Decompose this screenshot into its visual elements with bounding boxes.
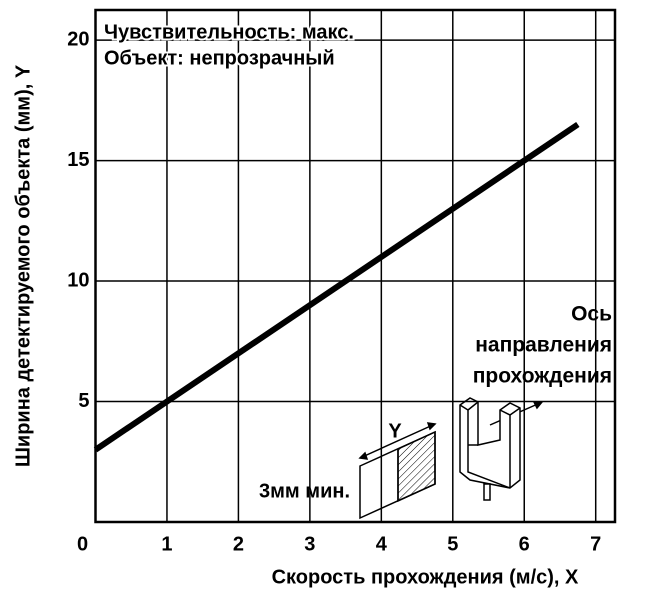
annotation: 3мм мин. [259,480,350,502]
x-tick-label: 7 [590,533,601,555]
annotation: Чувствительность: макс. [104,21,354,43]
x-tick-label: 2 [233,533,244,555]
annotation: Ось [571,303,612,326]
x-tick-label: 5 [447,533,458,555]
inset-diagram [358,397,544,520]
y-axis-label: Ширина детектируемого объекта (мм), Y [12,64,34,467]
y-tick-label: 10 [67,269,89,291]
y-tick-label: 5 [78,390,89,412]
data-line [93,121,580,453]
x-tick-label: 0 [77,533,88,555]
annotation: прохождения [473,365,612,388]
y-tick-label: 20 [67,28,89,50]
plot-frame [94,8,617,524]
annotation: Объект: непрозрачный [104,47,335,69]
x-tick-label: 6 [519,533,530,555]
x-tick-label: 1 [161,533,172,555]
x-tick-label: 3 [304,533,315,555]
annotation: Y [388,420,402,442]
annotation: направления [475,334,612,357]
x-axis-label: Скорость прохождения (м/с), X [272,566,579,588]
y-tick-label: 15 [67,149,89,171]
x-tick-label: 4 [376,533,388,555]
